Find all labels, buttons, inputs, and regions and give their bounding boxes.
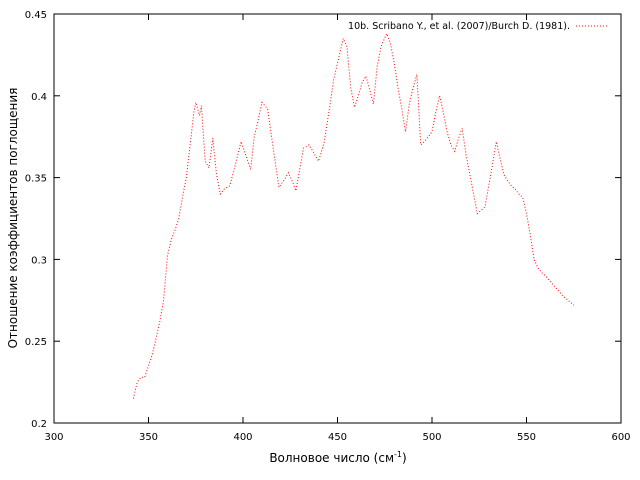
- y-tick-labels: 0.2 0.25 0.3 0.35 0.4 0.45: [25, 10, 47, 430]
- ticks: [53, 13, 622, 424]
- y-tick-label: 0.45: [25, 10, 47, 21]
- y-axis-label: Отношение коэффициентов поглощения: [6, 88, 20, 349]
- legend-label: 10b. Scribano Y., et al. (2007)/Burch D.…: [348, 21, 570, 32]
- legend: 10b. Scribano Y., et al. (2007)/Burch D.…: [348, 21, 608, 32]
- x-tick-label: 450: [328, 432, 347, 443]
- y-tick-label: 0.4: [31, 92, 47, 103]
- x-tick-label: 300: [44, 432, 63, 443]
- plot-frame: [53, 13, 622, 424]
- x-tick-label: 350: [139, 432, 158, 443]
- x-tick-label: 500: [422, 432, 441, 443]
- y-tick-label: 0.2: [31, 419, 47, 430]
- x-axis-label-end: ): [402, 451, 407, 465]
- y-tick-label: 0.3: [31, 255, 47, 266]
- x-tick-labels: 300 350 400 450 500 550 600: [44, 432, 630, 443]
- x-axis-label: Волновое число (см-1): [269, 450, 406, 465]
- x-axis-label-superscript: -1: [394, 450, 402, 459]
- x-tick-label: 600: [611, 432, 630, 443]
- series-line: [132, 32, 575, 399]
- x-axis-label-main: Волновое число (см: [269, 451, 394, 465]
- x-tick-label: 550: [517, 432, 536, 443]
- series-layer: [132, 32, 575, 399]
- y-tick-label: 0.35: [25, 174, 47, 185]
- y-tick-label: 0.25: [25, 337, 47, 348]
- x-tick-label: 400: [233, 432, 252, 443]
